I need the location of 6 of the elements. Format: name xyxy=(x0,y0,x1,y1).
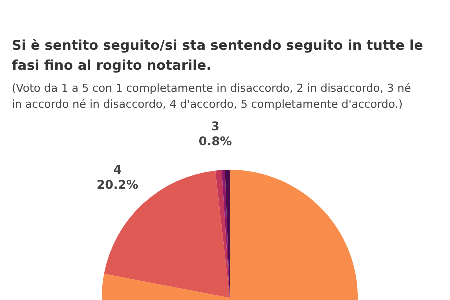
chart-subtitle: (Voto da 1 a 5 con 1 completamente in disaccordo, 2 in disaccordo, 3 né in accordo né in disaccordo, 4 d'accordo, 5 completamente d'accordo.) xyxy=(12,82,412,111)
slice-label: 4 xyxy=(114,162,122,177)
data-label: 0.8% xyxy=(198,134,232,149)
data-label: 20.2% xyxy=(96,178,139,192)
chart-title: Si è sentito seguito/si sta sentendo seguito in tutte le fasi fino al rogito notarile. xyxy=(12,38,424,74)
slice-label: 3 xyxy=(211,120,220,134)
